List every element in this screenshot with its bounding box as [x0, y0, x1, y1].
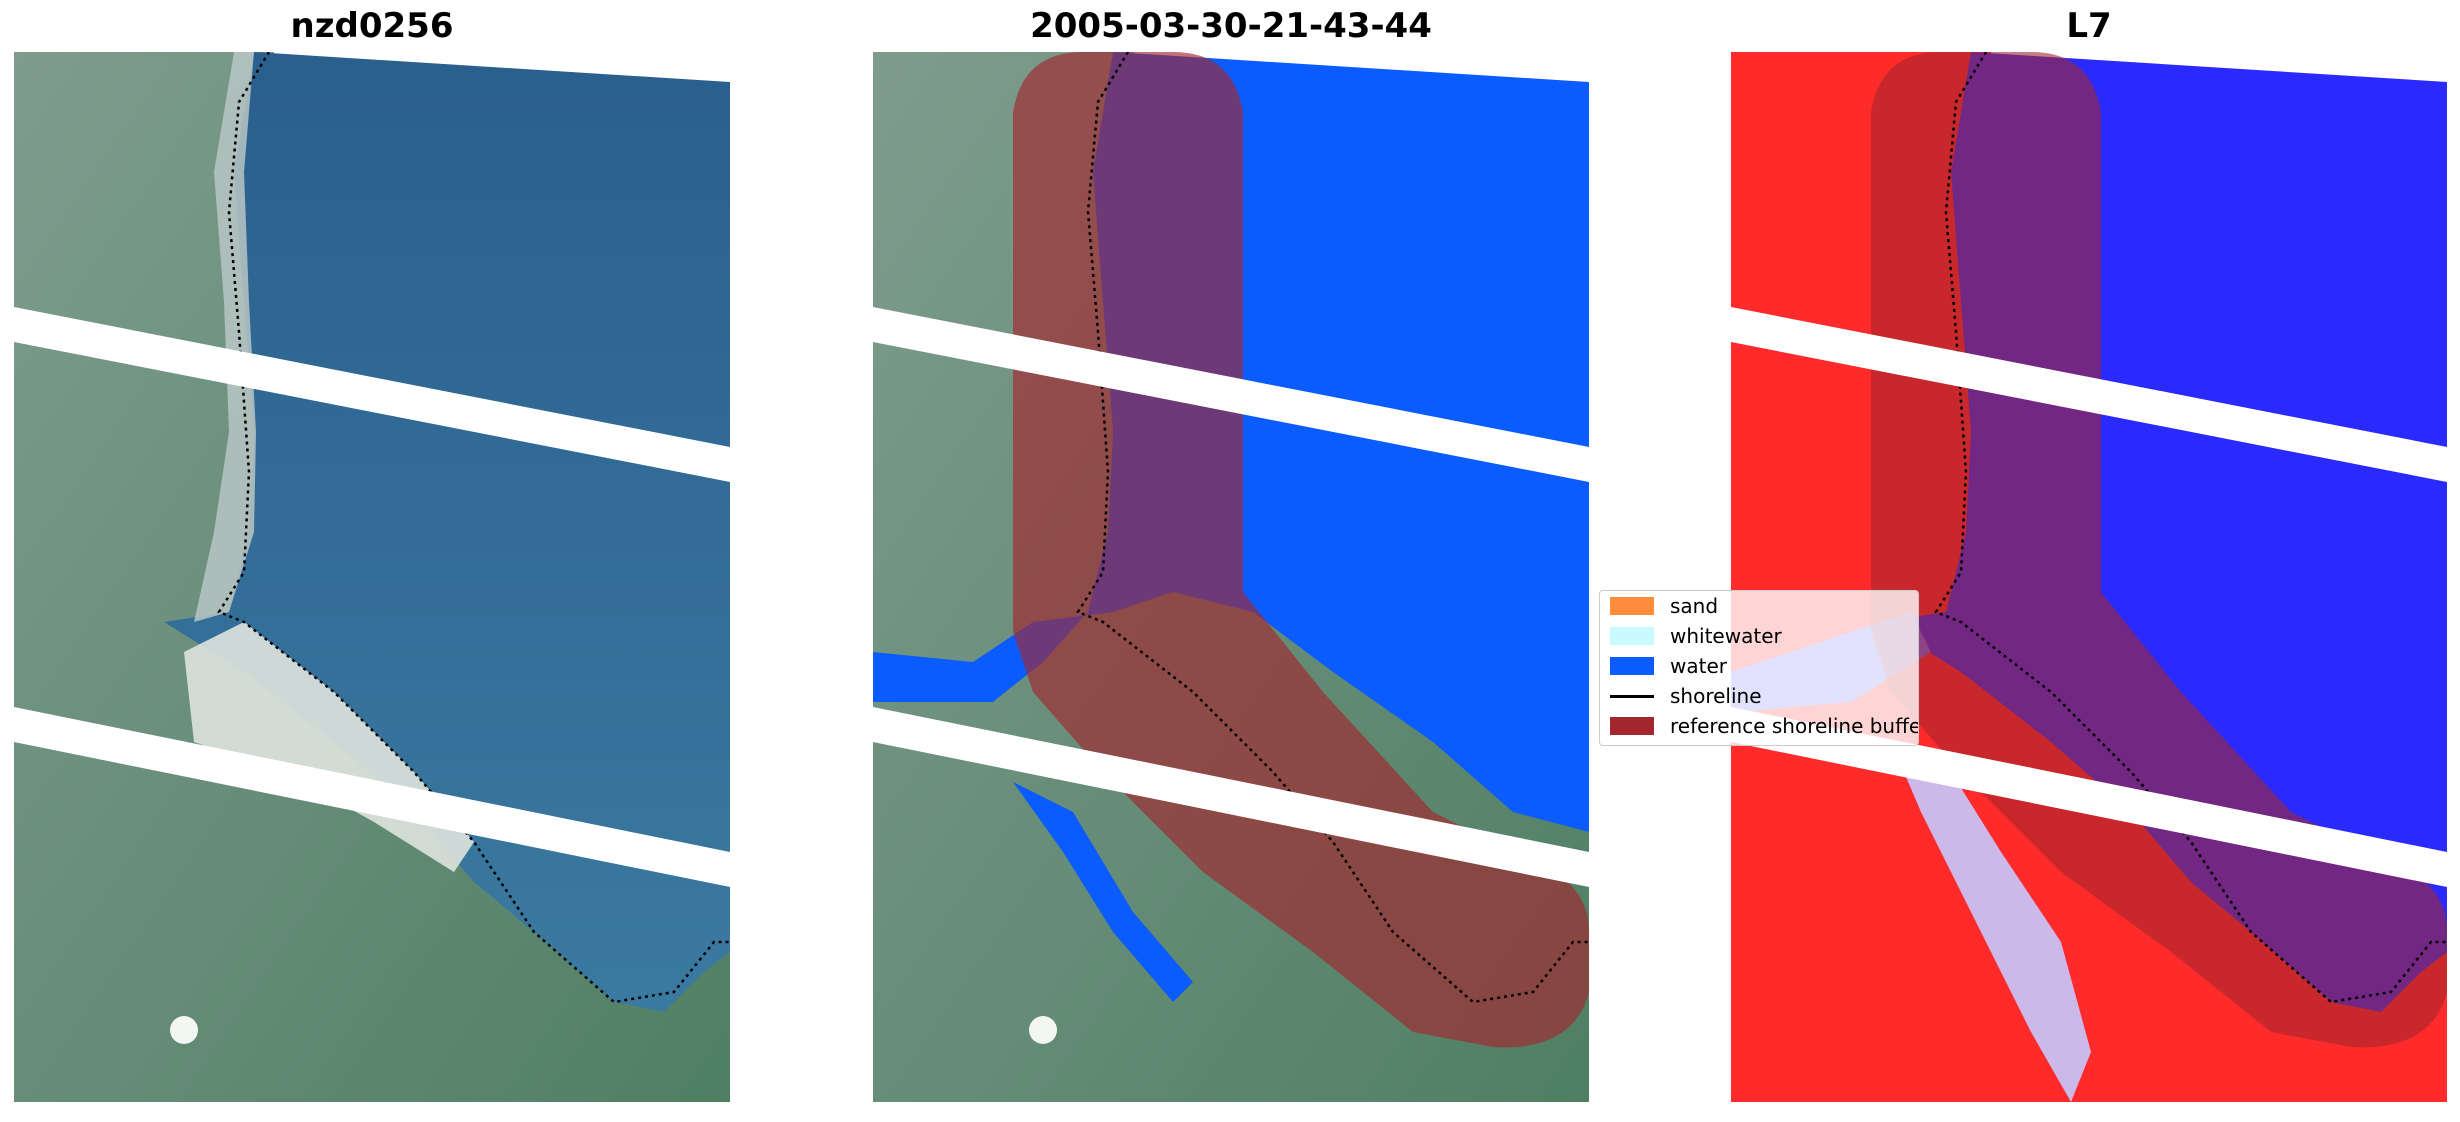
- legend-item-shoreline: shoreline: [1610, 682, 1762, 710]
- whitewater-swatch: [1610, 627, 1654, 645]
- panel-title-index: L7: [2066, 6, 2112, 46]
- rgb-satellite-image: [14, 52, 730, 1102]
- buffer-swatch: [1610, 717, 1654, 735]
- legend-item-buffer: reference shoreline buffer: [1610, 712, 1919, 740]
- classified-image: [873, 52, 1589, 1102]
- legend-label-shoreline: shoreline: [1670, 684, 1762, 708]
- legend-label-sand: sand: [1670, 594, 1719, 618]
- water-swatch: [1610, 657, 1654, 675]
- panel-title-rgb: nzd0256: [290, 6, 454, 46]
- water-index-image: [1731, 52, 2447, 1102]
- rgb-image-panel: [14, 52, 730, 1102]
- legend-item-sand: sand: [1610, 592, 1718, 620]
- classified-image-panel: [873, 52, 1589, 1102]
- legend-label-buffer: reference shoreline buffer: [1670, 714, 1919, 738]
- index-image-panel: [1731, 52, 2447, 1102]
- legend: sand whitewater water shoreline referenc…: [1599, 590, 1919, 746]
- shoreline-line-icon: [1610, 694, 1654, 698]
- legend-item-water: water: [1610, 652, 1727, 680]
- legend-item-whitewater: whitewater: [1610, 622, 1782, 650]
- sand-swatch: [1610, 597, 1654, 615]
- legend-label-whitewater: whitewater: [1670, 624, 1782, 648]
- legend-label-water: water: [1670, 654, 1727, 678]
- panel-title-classified: 2005-03-30-21-43-44: [1030, 6, 1432, 46]
